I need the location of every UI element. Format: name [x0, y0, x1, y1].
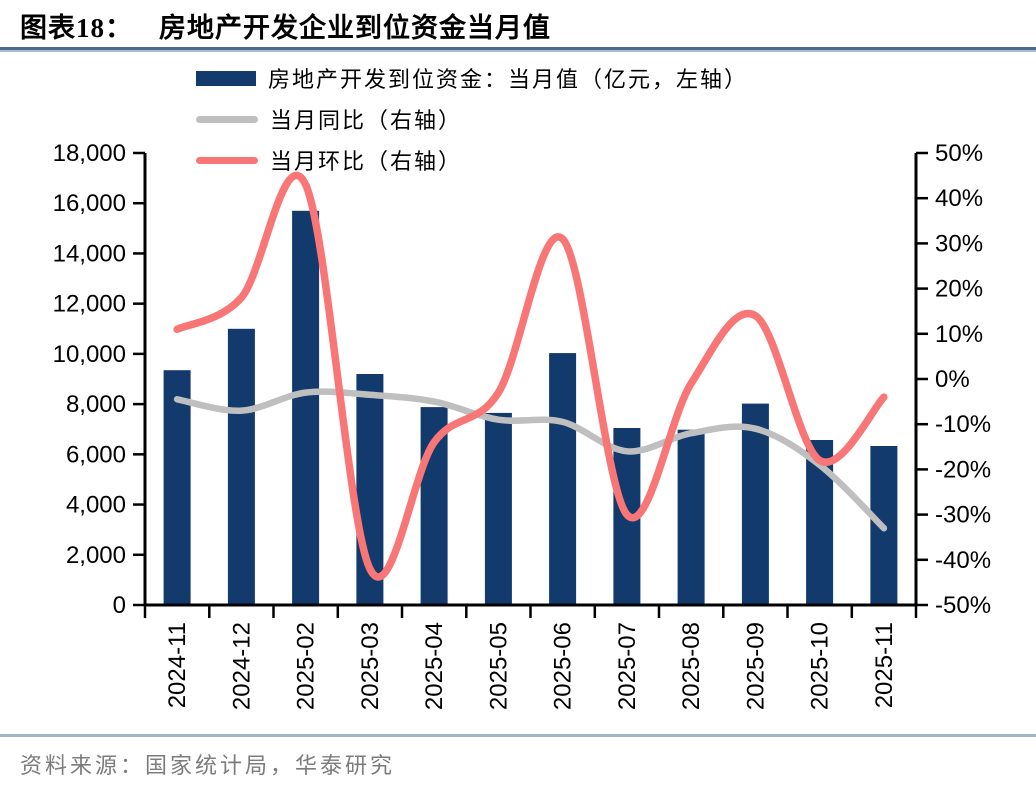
right-axis-tick-label: -10%	[935, 411, 991, 438]
left-axis: 0 2,000 4,000 6,000 8,000 10,000 12,000 14,000 1…	[53, 140, 145, 619]
x-axis-tick-label: 2025-03	[357, 622, 384, 710]
x-axis: 2024-11 2024-12 2025-02 2025-03 2025-04 2025-…	[143, 605, 918, 710]
right-axis-tick-label: 30%	[935, 230, 983, 257]
left-axis-tick-label: 4,000	[66, 492, 126, 519]
right-axis-tick-label: 20%	[935, 276, 983, 303]
left-axis-tick-label: 10,000	[53, 341, 126, 368]
legend-line-swatch	[196, 156, 258, 164]
right-axis-tick-label: 50%	[935, 140, 983, 167]
left-axis-tick-label: 8,000	[66, 391, 126, 418]
x-axis-tick-label: 2025-09	[742, 622, 769, 710]
x-axis-tick-label: 2025-10	[807, 622, 834, 710]
bar	[741, 403, 769, 605]
right-axis-tick-label: -50%	[935, 592, 991, 619]
chart-header: 图表18： 房地产开发企业到位资金当月值	[20, 6, 1016, 45]
footer-divider	[0, 734, 1036, 737]
left-axis-tick-label: 2,000	[66, 542, 126, 569]
x-axis-tick-label: 2024-11	[164, 622, 191, 708]
x-axis-tick-label: 2025-07	[614, 622, 641, 710]
legend-label: 当月环比（右轴）	[270, 149, 463, 174]
legend-item: 当月环比（右轴）	[196, 145, 748, 175]
right-axis-tick-label: -20%	[935, 456, 991, 483]
x-axis-tick-label: 2025-11	[871, 622, 898, 708]
legend-label: 房地产开发到位资金：当月值（亿元，左轴）	[268, 67, 749, 92]
legend-item: 当月同比（右轴）	[196, 104, 748, 134]
left-axis-tick-label: 12,000	[53, 291, 126, 318]
yoy-line	[173, 388, 888, 532]
source-note: 资料来源：国家统计局，华泰研究	[20, 753, 396, 778]
bars-series	[163, 210, 898, 606]
left-axis-tick-label: 6,000	[66, 441, 126, 468]
bar	[549, 353, 577, 605]
right-axis-tick-label: -30%	[935, 502, 991, 529]
legend-item: 房地产开发到位资金：当月值（亿元，左轴）	[196, 63, 748, 93]
bar	[484, 412, 512, 605]
x-axis-tick-label: 2025-04	[421, 622, 448, 710]
legend-bar-swatch	[196, 70, 256, 86]
title-divider	[0, 47, 1036, 52]
left-axis-tick-label: 0	[113, 592, 126, 619]
right-axis-tick-label: 0%	[935, 366, 970, 393]
right-axis: -50% -40% -30% -20% -10% 0% 10% 20% 30% 40% 50%	[916, 140, 991, 619]
bar	[677, 429, 705, 605]
left-axis-tick-label: 16,000	[53, 190, 126, 217]
bar	[163, 370, 191, 605]
axes	[143, 153, 918, 607]
x-axis-tick-label: 2025-05	[485, 622, 512, 710]
x-axis-tick-label: 2025-06	[550, 622, 577, 710]
right-axis-tick-label: 40%	[935, 185, 983, 212]
bar	[292, 210, 320, 606]
legend-label: 当月同比（右轴）	[270, 108, 463, 133]
bar	[227, 328, 255, 605]
mom-line	[173, 171, 888, 581]
chart-legend: 房地产开发到位资金：当月值（亿元，左轴） 当月同比（右轴） 当月环比（右轴）	[196, 63, 748, 175]
x-axis-tick-label: 2024-12	[228, 622, 255, 710]
page-title: 房地产开发企业到位资金当月值	[159, 13, 551, 43]
right-axis-tick-label: 10%	[935, 321, 983, 348]
x-axis-tick-label: 2025-08	[678, 622, 705, 710]
right-axis-tick-label: -40%	[935, 547, 991, 574]
left-axis-tick-label: 14,000	[53, 240, 126, 267]
figure-number: 图表18：	[20, 13, 133, 43]
x-axis-tick-label: 2025-02	[293, 622, 320, 710]
left-axis-tick-label: 18,000	[53, 140, 126, 167]
legend-line-swatch	[196, 115, 258, 123]
